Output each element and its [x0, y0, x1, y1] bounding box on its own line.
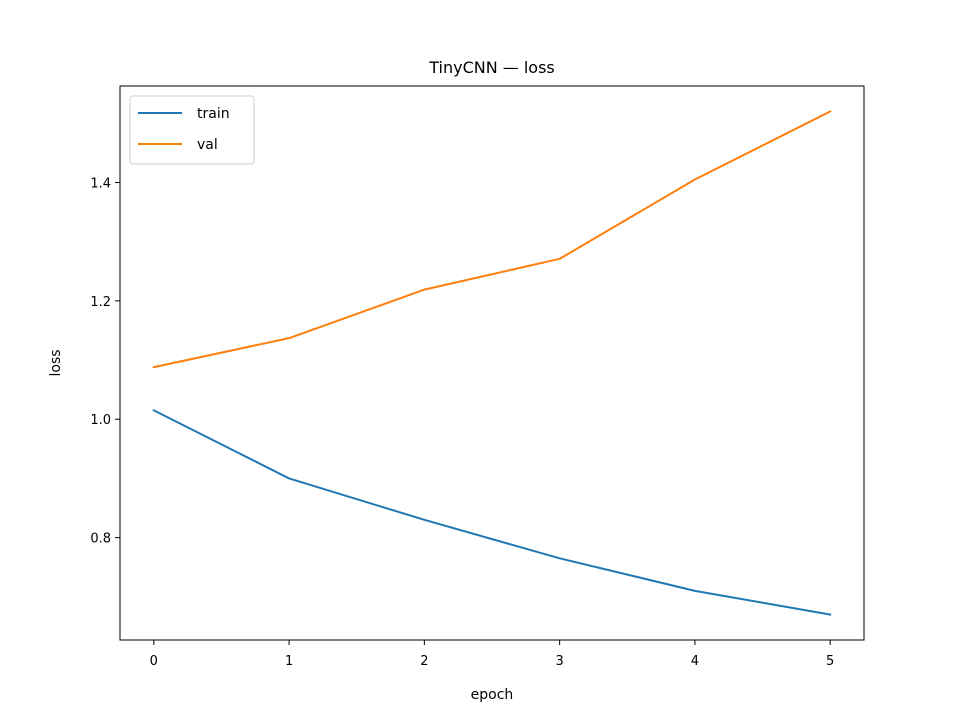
x-tick-label: 4	[691, 654, 699, 669]
series-line-val	[152, 110, 832, 369]
y-tick-label: 1.4	[90, 176, 111, 191]
y-tick-label: 1.0	[90, 413, 111, 428]
y-tick-label: 1.2	[90, 295, 111, 310]
x-tick-label: 2	[420, 654, 428, 669]
legend-box	[129, 95, 255, 165]
plot-layer	[152, 110, 832, 616]
series-line-train	[152, 409, 832, 616]
y-tick-label: 0.8	[90, 532, 111, 547]
y-axis-label: loss	[48, 349, 64, 376]
legend-label-val: val	[197, 137, 218, 153]
chart-title: TinyCNN — loss	[428, 58, 555, 77]
x-tick-label: 1	[285, 654, 293, 669]
x-axis-ticks: 0 1 2 3 4 5	[150, 640, 834, 669]
x-tick-label: 5	[826, 654, 834, 669]
legend-label-train: train	[197, 106, 230, 122]
plot-frame	[119, 85, 865, 641]
x-tick-label: 3	[555, 654, 563, 669]
x-axis-label: epoch	[471, 687, 514, 703]
y-axis-ticks: 0.8 1.0 1.2 1.4	[90, 176, 120, 547]
legend: train val	[129, 95, 255, 165]
x-tick-label: 0	[150, 654, 158, 669]
